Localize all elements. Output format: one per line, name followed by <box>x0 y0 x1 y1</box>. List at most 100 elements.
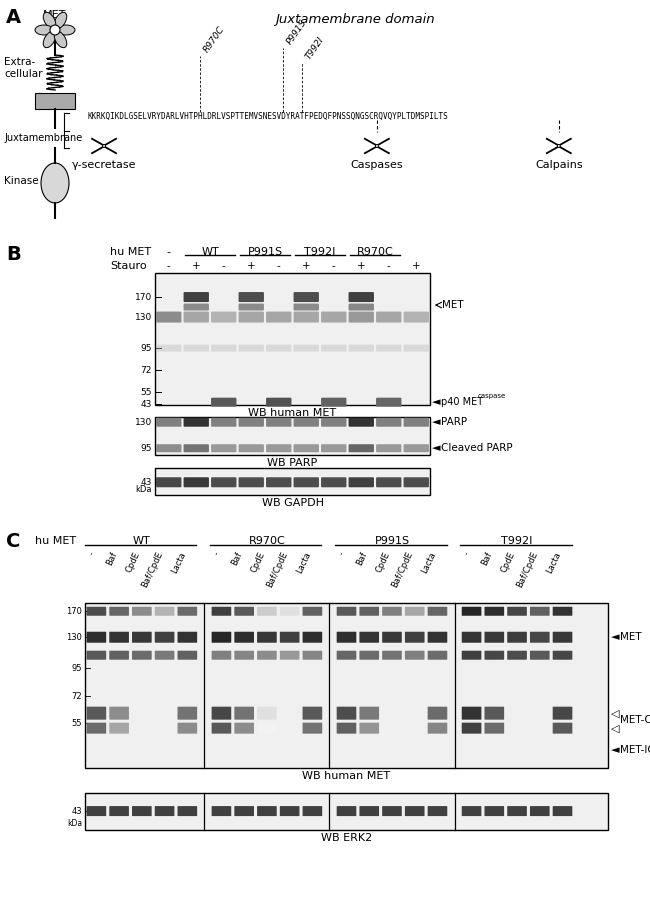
FancyBboxPatch shape <box>530 631 550 643</box>
Text: Baf/CpdE: Baf/CpdE <box>140 550 164 589</box>
Text: hu MET: hu MET <box>110 247 151 257</box>
Text: 95: 95 <box>140 444 152 453</box>
FancyBboxPatch shape <box>266 445 291 453</box>
FancyBboxPatch shape <box>212 723 231 734</box>
FancyBboxPatch shape <box>302 607 322 616</box>
Text: Lacta: Lacta <box>294 550 313 575</box>
FancyBboxPatch shape <box>484 723 504 734</box>
Text: 95: 95 <box>72 664 82 673</box>
Text: Baf: Baf <box>230 550 244 567</box>
FancyBboxPatch shape <box>321 477 346 488</box>
FancyBboxPatch shape <box>507 631 527 643</box>
FancyBboxPatch shape <box>239 292 264 302</box>
FancyBboxPatch shape <box>155 806 174 816</box>
FancyBboxPatch shape <box>257 723 277 734</box>
FancyBboxPatch shape <box>359 631 379 643</box>
Text: WT: WT <box>133 536 151 546</box>
Text: +: + <box>247 261 255 271</box>
FancyBboxPatch shape <box>404 445 429 453</box>
FancyBboxPatch shape <box>235 607 254 616</box>
FancyBboxPatch shape <box>183 312 209 322</box>
FancyBboxPatch shape <box>552 707 573 719</box>
FancyBboxPatch shape <box>484 651 504 660</box>
FancyBboxPatch shape <box>235 651 254 660</box>
Text: γ-secretase: γ-secretase <box>72 160 136 170</box>
FancyBboxPatch shape <box>109 707 129 719</box>
FancyBboxPatch shape <box>239 418 264 427</box>
FancyBboxPatch shape <box>294 345 319 352</box>
FancyBboxPatch shape <box>156 312 181 322</box>
FancyBboxPatch shape <box>266 345 291 352</box>
FancyBboxPatch shape <box>183 477 209 488</box>
FancyBboxPatch shape <box>484 631 504 643</box>
FancyBboxPatch shape <box>428 631 447 643</box>
Circle shape <box>103 145 105 147</box>
Text: Lacta: Lacta <box>170 550 187 575</box>
FancyBboxPatch shape <box>155 607 174 616</box>
FancyBboxPatch shape <box>280 631 300 643</box>
FancyBboxPatch shape <box>348 418 374 427</box>
FancyBboxPatch shape <box>211 477 237 488</box>
Ellipse shape <box>35 25 53 35</box>
FancyBboxPatch shape <box>177 651 197 660</box>
Circle shape <box>376 145 378 147</box>
Text: P991S: P991S <box>374 536 410 546</box>
FancyBboxPatch shape <box>428 607 447 616</box>
FancyBboxPatch shape <box>552 723 573 734</box>
Text: WB human MET: WB human MET <box>302 771 391 781</box>
FancyBboxPatch shape <box>321 398 346 407</box>
Text: Baf: Baf <box>480 550 494 567</box>
Text: T992I: T992I <box>304 247 335 257</box>
Text: +: + <box>192 261 201 271</box>
FancyBboxPatch shape <box>177 631 197 643</box>
FancyBboxPatch shape <box>156 418 181 427</box>
Text: hu MET: hu MET <box>35 536 76 546</box>
Text: 130: 130 <box>135 313 152 321</box>
FancyBboxPatch shape <box>235 631 254 643</box>
FancyBboxPatch shape <box>177 806 197 816</box>
FancyBboxPatch shape <box>302 631 322 643</box>
Text: T992I: T992I <box>501 536 533 546</box>
FancyBboxPatch shape <box>507 651 527 660</box>
FancyBboxPatch shape <box>132 806 151 816</box>
FancyBboxPatch shape <box>302 651 322 660</box>
Text: R970C: R970C <box>357 247 393 257</box>
FancyBboxPatch shape <box>359 651 379 660</box>
FancyBboxPatch shape <box>484 607 504 616</box>
FancyBboxPatch shape <box>257 651 277 660</box>
FancyBboxPatch shape <box>211 418 237 427</box>
Text: -: - <box>167 261 170 271</box>
Text: 43: 43 <box>140 478 152 487</box>
FancyBboxPatch shape <box>294 304 319 311</box>
Ellipse shape <box>44 31 56 48</box>
FancyBboxPatch shape <box>348 445 374 453</box>
Text: MET: MET <box>620 632 642 642</box>
FancyBboxPatch shape <box>337 707 356 719</box>
Text: CpdE: CpdE <box>374 550 392 574</box>
FancyBboxPatch shape <box>155 418 430 455</box>
Text: +: + <box>302 261 311 271</box>
Text: -: - <box>332 261 335 271</box>
FancyBboxPatch shape <box>109 607 129 616</box>
FancyBboxPatch shape <box>382 806 402 816</box>
Text: WB ERK2: WB ERK2 <box>321 833 372 843</box>
FancyBboxPatch shape <box>462 607 482 616</box>
FancyBboxPatch shape <box>183 445 209 453</box>
FancyBboxPatch shape <box>211 312 237 322</box>
FancyBboxPatch shape <box>257 607 277 616</box>
Text: ◄: ◄ <box>611 632 619 642</box>
FancyBboxPatch shape <box>321 418 346 427</box>
FancyBboxPatch shape <box>382 607 402 616</box>
FancyBboxPatch shape <box>428 707 447 719</box>
FancyBboxPatch shape <box>552 806 573 816</box>
Text: KKRKQIKDLGSELVRYDARLVHTPHLDRLVSPTTEMVSNESVDYRATFPEDQFPNSSQNGSCRQVQYPLTDMSPILTS: KKRKQIKDLGSELVRYDARLVHTPHLDRLVSPTTEMVSNE… <box>88 111 448 120</box>
FancyBboxPatch shape <box>177 723 197 734</box>
FancyBboxPatch shape <box>484 806 504 816</box>
FancyBboxPatch shape <box>109 806 129 816</box>
Text: ◄: ◄ <box>432 418 441 427</box>
Text: C: C <box>6 533 20 551</box>
Text: p40 MET: p40 MET <box>441 397 483 407</box>
Text: kDa: kDa <box>67 819 82 828</box>
Text: Juxtamembrane: Juxtamembrane <box>4 133 83 143</box>
FancyBboxPatch shape <box>35 93 75 109</box>
